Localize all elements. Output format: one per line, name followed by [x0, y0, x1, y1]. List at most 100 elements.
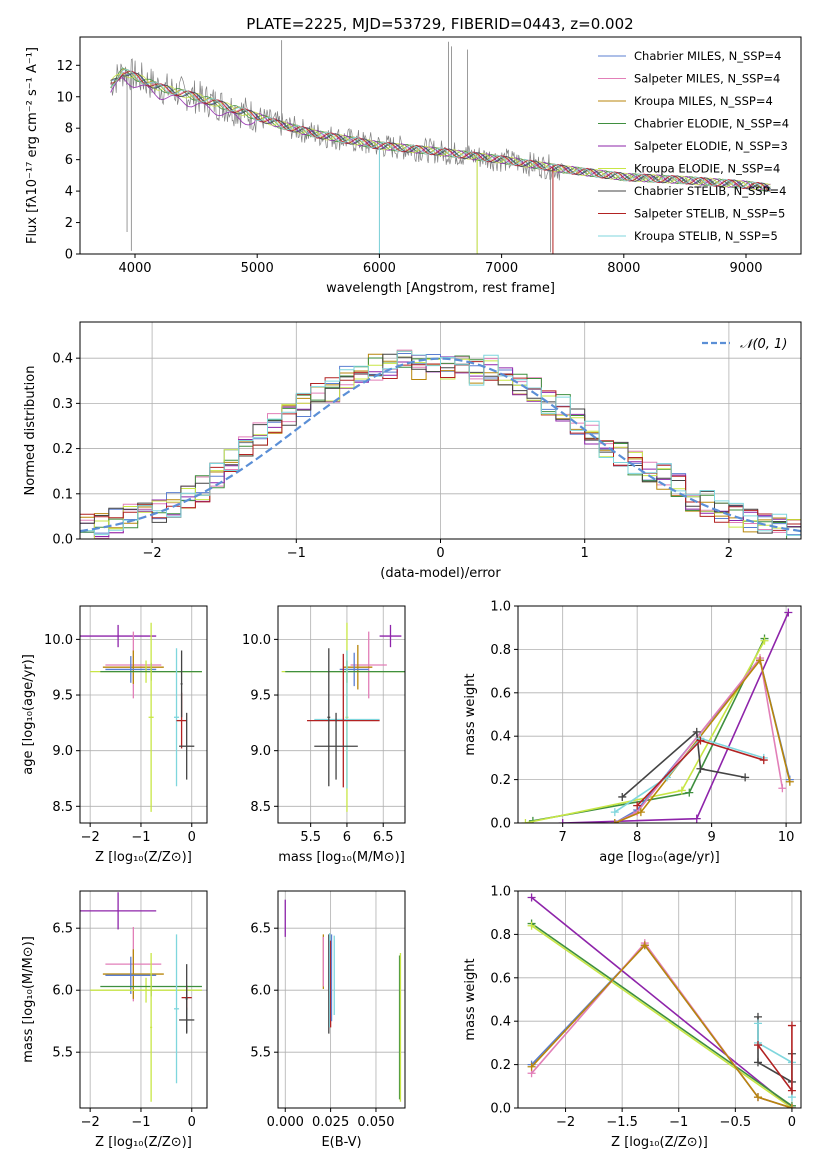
residuals-ytick-label: 0.2 [52, 442, 73, 457]
weight-marker [785, 777, 794, 786]
weight-marker [677, 786, 686, 795]
mass-vs-EBV-axes [278, 891, 405, 1108]
mass-vs-EBV-ytick-label: 6.5 [250, 922, 271, 937]
weight-vs-Z-border [517, 890, 802, 1109]
spectrum-ytick-label: 2 [65, 216, 73, 231]
spectrum-plot-area [80, 37, 801, 254]
weight-vs-age-ytick-label: 0.2 [490, 773, 511, 788]
mass-vs-Z-xtick-label: −1 [131, 1115, 150, 1130]
age-vs-Z-border [79, 605, 208, 824]
weight-vs-Z-xtick-label: −1.5 [606, 1115, 638, 1130]
residuals-xtick-label: −2 [143, 546, 162, 561]
legend-label: Chabrier ELODIE, N_SSP=4 [634, 117, 789, 131]
weight-marker [618, 792, 627, 801]
age-vs-mass-ytick-label: 9.0 [250, 744, 271, 759]
normal-curve [80, 357, 801, 533]
weight-marker [610, 819, 619, 823]
weight-vs-Z-plot [527, 893, 796, 1108]
residuals-plot [80, 349, 801, 539]
age-vs-Z-frame: −2 −1 0 8.5 9.0 9.5 10.0 Z [log₁₀(Z/Z⊙)] age [lo… [21, 605, 208, 865]
weight-marker [753, 1058, 762, 1067]
mass-vs-EBV-ytick-label: 5.5 [250, 1046, 271, 1061]
weight-marker [692, 814, 701, 823]
weight-line [531, 896, 793, 1108]
legend-label: Salpeter ELODIE, N_SSP=3 [634, 139, 788, 153]
weight-marker [778, 784, 787, 793]
weight-line [531, 925, 793, 1108]
weight-marker [696, 764, 705, 773]
residuals-ylabel: Normed distribution [23, 366, 38, 496]
spectrum-ytick-label: 10 [56, 90, 73, 105]
weight-vs-age-xtick-label: 9 [707, 830, 715, 845]
weight-marker [527, 1062, 536, 1071]
weight-marker [527, 921, 536, 930]
weight-marker [610, 808, 619, 817]
mass-vs-Z-xtick-label: 0 [188, 1115, 196, 1130]
weight-marker [756, 656, 765, 665]
weight-marker [521, 819, 530, 823]
age-vs-mass-plot-area [278, 606, 405, 823]
legend-label: Kroupa ELODIE, N_SSP=4 [634, 162, 780, 176]
spectrum-xlabel: wavelength [Angstrom, rest frame] [326, 281, 555, 296]
residuals-xtick-label: 2 [725, 546, 733, 561]
weight-vs-age-xtick-label: 8 [633, 830, 641, 845]
age-vs-mass-xtick-label: 6.5 [373, 830, 394, 845]
spectrum-ytick-label: 0 [65, 248, 73, 263]
weight-vs-Z-frame: −2 −1.5 −1 −0.5 0 0.0 0.2 0.4 0.6 0.8 1.0 Z [log₁₀(… [463, 885, 802, 1150]
weight-vs-Z-ylabel: mass weight [463, 958, 478, 1040]
weight-vs-Z-xtick-label: −1 [669, 1115, 688, 1130]
weight-vs-age-plot-area [518, 606, 801, 823]
legend-label: Chabrier STELIB, N_SSP=4 [634, 184, 786, 198]
spectrum-ytick-label: 12 [56, 59, 73, 74]
legend-label: 𝒩(0, 1) [740, 337, 787, 352]
spectrum-axes [80, 37, 801, 254]
residuals-axes [80, 322, 801, 540]
legend-label: Chabrier MILES, N_SSP=4 [634, 49, 781, 63]
spectrum-xtick-label: 9000 [729, 261, 762, 276]
weight-vs-age-axes [518, 605, 801, 824]
weight-line [531, 922, 793, 1107]
age-vs-mass-plot [281, 622, 405, 812]
age-vs-mass-ytick-label: 8.5 [250, 800, 271, 815]
legend-label: Kroupa STELIB, N_SSP=5 [634, 229, 778, 243]
model-line [110, 70, 771, 192]
mass-vs-EBV-xlabel: E(B-V) [321, 1135, 361, 1150]
weight-vs-Z-axes [518, 890, 801, 1109]
age-vs-Z-ytick-label: 10.0 [44, 633, 73, 648]
weight-marker [784, 608, 793, 617]
weight-vs-Z-ytick-label: 0.2 [490, 1058, 511, 1073]
weight-marker [636, 808, 645, 817]
mass-vs-EBV-ytick-label: 6.0 [250, 984, 271, 999]
figure-title: PLATE=2225, MJD=53729, FIBERID=0443, z=0… [246, 15, 633, 33]
residuals-ytick-label: 0.4 [52, 352, 73, 367]
age-vs-Z-axes [80, 606, 207, 823]
model-line [110, 69, 771, 192]
weight-vs-age-xlabel: age [log₁₀(age/yr)] [599, 850, 720, 865]
weight-line [531, 944, 793, 1108]
age-vs-Z-ytick-label: 9.0 [52, 744, 73, 759]
weight-vs-Z-xtick-label: −0.5 [720, 1115, 752, 1130]
spectrum-xtick-label: 4000 [118, 261, 151, 276]
histogram-step [80, 361, 801, 531]
spectrum-legend: Chabrier MILES, N_SSP=4 Salpeter MILES, N… [598, 49, 789, 243]
residuals-xtick-label: 0 [436, 546, 444, 561]
weight-vs-age-xtick-label: 7 [559, 830, 567, 845]
observed-spectrum [110, 58, 771, 191]
spectrum-border [79, 36, 802, 255]
age-vs-Z-xtick-label: −1 [131, 830, 150, 845]
residuals-xlabel: (data-model)/error [380, 566, 501, 581]
age-vs-Z-xlabel: Z [log₁₀(Z/Z⊙)] [95, 850, 192, 865]
mass-vs-Z-ytick-label: 6.0 [52, 984, 73, 999]
mass-vs-Z-axes [80, 891, 207, 1108]
residuals-xtick-label: −1 [287, 546, 306, 561]
age-vs-mass-axes [278, 606, 405, 823]
weight-marker [753, 1041, 762, 1050]
mass-vs-EBV-xtick-label: 0.000 [267, 1115, 304, 1130]
weight-vs-Z-ytick-label: 0.8 [490, 928, 511, 943]
weight-vs-age-ytick-label: 0.4 [490, 730, 511, 745]
legend-label: Salpeter MILES, N_SSP=4 [634, 72, 780, 86]
residuals-frame: −2 −1 0 1 2 0.0 0.1 0.2 0.3 0.4 (data-model)/error… [23, 321, 802, 581]
mass-vs-Z-xtick-label: −2 [81, 1115, 100, 1130]
weight-vs-Z-ytick-label: 0.4 [490, 1015, 511, 1030]
